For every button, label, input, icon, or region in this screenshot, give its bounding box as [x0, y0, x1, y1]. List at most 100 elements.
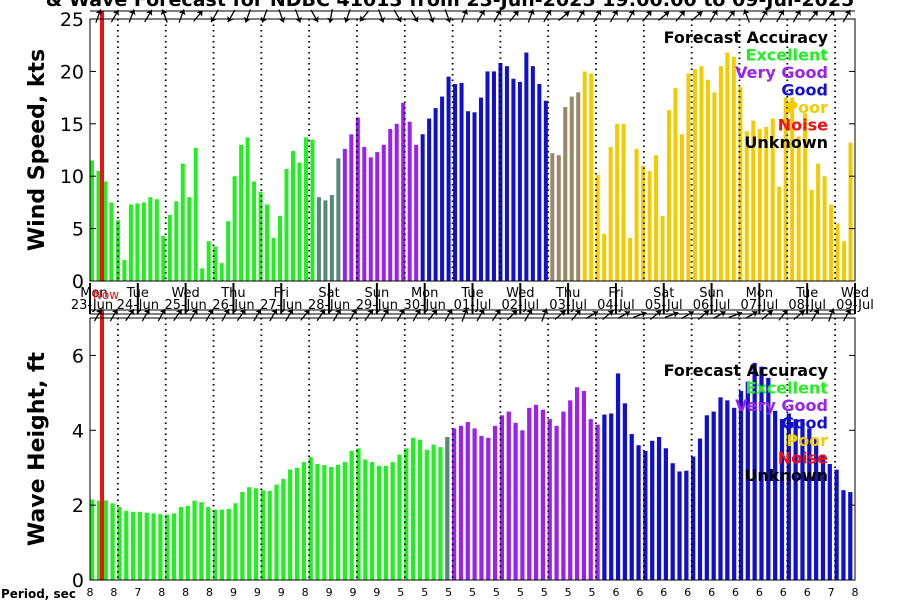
direction-arrow	[359, 10, 370, 22]
bar-wave	[773, 410, 778, 580]
bar-wave	[315, 463, 320, 580]
period-value: 9	[373, 586, 380, 599]
bar-wind	[757, 129, 762, 281]
bar-wind	[174, 201, 179, 281]
date-axis-day: Wed	[841, 286, 869, 301]
arrow-head	[478, 308, 485, 316]
bar-wind	[368, 157, 373, 281]
period-value: 5	[589, 586, 596, 599]
bar-wind	[90, 160, 95, 281]
bar-wave	[766, 377, 771, 580]
arrow-head	[428, 16, 435, 23]
period-value: 9	[230, 586, 237, 599]
bar-wave	[533, 404, 539, 580]
direction-arrow	[776, 9, 785, 23]
date-axis-day: Mon	[746, 286, 773, 301]
direction-arrow	[412, 308, 421, 322]
bar-wave	[574, 387, 580, 580]
bar-wave	[144, 512, 149, 580]
bar-wave	[670, 463, 675, 580]
bar-wind	[290, 151, 295, 281]
bar-wave	[540, 409, 546, 580]
arrow-head	[595, 9, 602, 17]
direction-arrow	[642, 10, 653, 22]
bar-wave	[479, 435, 484, 580]
bar-wave	[547, 419, 552, 580]
bar-wave	[732, 407, 737, 580]
bar-wave	[527, 407, 532, 580]
arrow-head	[478, 9, 485, 17]
arrow-head	[128, 309, 134, 316]
period-label: Period, sec	[1, 587, 76, 600]
bar-wave	[848, 492, 853, 580]
direction-arrow	[144, 9, 153, 23]
arrow-head	[95, 9, 103, 16]
date-axis-day: Fri	[274, 286, 290, 301]
period-value: 5	[445, 586, 452, 599]
direction-arrow	[157, 308, 166, 322]
date-axis-date: 25-Jun	[164, 298, 206, 313]
bar-wave	[199, 502, 204, 580]
period-value: 8	[852, 586, 859, 599]
bar-wind	[219, 263, 224, 281]
arrow-head	[461, 308, 469, 315]
direction-arrow	[742, 9, 750, 23]
direction-arrow	[725, 10, 736, 22]
bar-wave	[759, 366, 764, 580]
bar-wind	[608, 146, 613, 281]
legend-item: Noise	[778, 116, 828, 135]
date-axis-date: 26-Jun	[212, 298, 254, 313]
direction-arrow	[294, 9, 302, 23]
arrow-head	[766, 310, 773, 317]
period-value: 8	[182, 586, 189, 599]
bar-wave	[171, 513, 177, 580]
bar-wind	[822, 176, 827, 281]
bar-wave	[800, 419, 805, 580]
bar-wave	[267, 490, 272, 580]
bar-wave	[841, 490, 846, 580]
arrow-head	[444, 16, 452, 23]
arrow-head	[844, 308, 852, 316]
direction-arrow	[205, 308, 214, 322]
bar-wind	[692, 69, 697, 281]
y-tick-label: 15	[60, 114, 84, 136]
bar-wave	[738, 390, 744, 580]
direction-arrow	[128, 9, 136, 23]
legend-item: Very Good	[735, 396, 828, 415]
date-axis-date: 01-Jul	[454, 298, 492, 313]
bar-wave	[472, 428, 477, 580]
bar-wave	[445, 437, 450, 580]
arrow-head	[578, 9, 585, 17]
direction-arrow	[348, 308, 358, 322]
direction-arrow	[160, 9, 168, 23]
date-axis-date: 02-Jul	[501, 298, 539, 313]
legend-item: Unknown	[744, 133, 828, 152]
direction-arrow	[310, 9, 319, 23]
bar-wave	[212, 509, 218, 580]
date-axis-date: 07-Jul	[741, 298, 779, 313]
direction-arrow	[364, 308, 374, 322]
arrow-head	[367, 309, 373, 316]
bar-wind	[284, 168, 289, 281]
bar-wind	[803, 113, 808, 281]
bar-wind	[835, 223, 840, 281]
bar-wave	[486, 437, 491, 580]
date-axis-day: Tue	[460, 286, 483, 301]
bar-wind	[323, 200, 328, 281]
period-value: 5	[493, 586, 500, 599]
bar-wind	[388, 129, 393, 281]
bar-wind	[777, 186, 782, 281]
direction-arrow	[285, 308, 294, 322]
arrow-head	[334, 308, 342, 316]
date-axis-date: 23-Jun	[71, 298, 113, 313]
direction-arrow	[524, 308, 533, 322]
period-value: 6	[636, 586, 643, 599]
direction-arrow	[476, 308, 485, 322]
bar-wind	[265, 204, 270, 281]
date-axis-day: Thu	[555, 286, 580, 301]
bar-wave	[90, 499, 95, 580]
date-axis-day: Sat	[653, 286, 674, 301]
bar-wind	[96, 170, 101, 281]
bar-wave	[178, 507, 184, 580]
bar-wave	[438, 447, 443, 580]
